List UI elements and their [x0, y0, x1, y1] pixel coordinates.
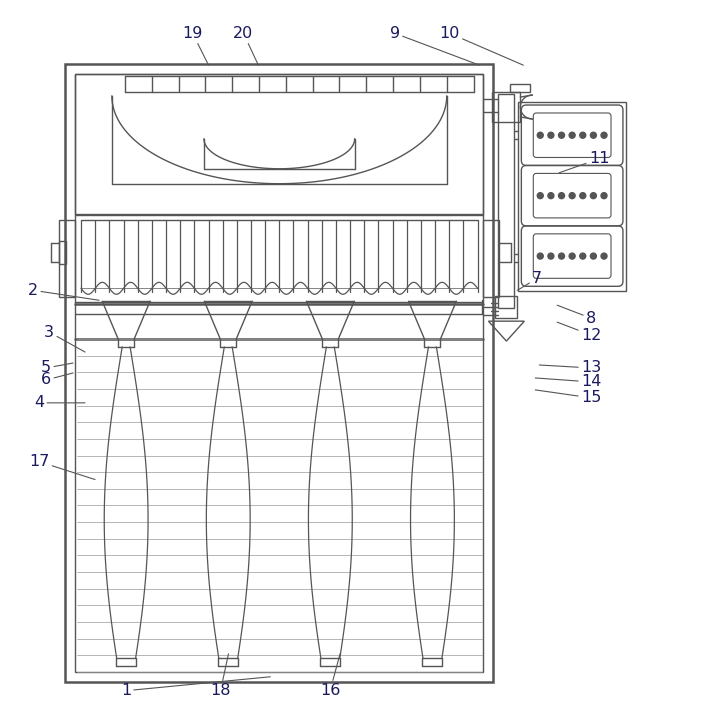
Text: 1: 1: [121, 677, 270, 698]
Circle shape: [580, 193, 586, 199]
Bar: [59, 241, 66, 264]
Text: 15: 15: [535, 390, 601, 405]
Text: 12: 12: [557, 323, 601, 343]
Circle shape: [580, 253, 586, 259]
Text: 4: 4: [34, 395, 85, 411]
Circle shape: [559, 253, 564, 259]
Bar: [496, 296, 518, 318]
Text: 8: 8: [557, 305, 596, 325]
Circle shape: [559, 193, 564, 199]
Bar: [65, 64, 493, 681]
Bar: [75, 74, 484, 213]
Text: 14: 14: [535, 374, 601, 389]
Text: 17: 17: [29, 454, 95, 480]
Bar: [75, 74, 484, 672]
Text: 16: 16: [320, 654, 340, 698]
Text: 19: 19: [182, 25, 208, 66]
Circle shape: [569, 253, 575, 259]
Bar: [59, 220, 75, 297]
Text: 13: 13: [540, 360, 601, 376]
Circle shape: [537, 132, 543, 138]
Circle shape: [601, 132, 607, 138]
Text: 10: 10: [440, 25, 523, 66]
Bar: [493, 92, 520, 122]
Circle shape: [548, 193, 554, 199]
Text: 2: 2: [28, 282, 99, 300]
Circle shape: [591, 193, 596, 199]
Bar: [518, 102, 626, 291]
Text: 9: 9: [390, 25, 479, 66]
Circle shape: [537, 253, 543, 259]
Circle shape: [559, 132, 564, 138]
Circle shape: [591, 132, 596, 138]
Text: 6: 6: [41, 373, 73, 387]
Bar: [484, 220, 499, 297]
Circle shape: [548, 132, 554, 138]
Circle shape: [580, 132, 586, 138]
Circle shape: [569, 132, 575, 138]
Text: 3: 3: [44, 325, 85, 352]
Text: 7: 7: [518, 271, 542, 290]
Bar: [510, 84, 530, 92]
Circle shape: [548, 253, 554, 259]
Circle shape: [569, 193, 575, 199]
Circle shape: [601, 253, 607, 259]
Text: 18: 18: [211, 654, 230, 698]
Text: 11: 11: [559, 151, 609, 173]
Text: 20: 20: [233, 25, 258, 66]
Text: 5: 5: [41, 360, 73, 376]
Circle shape: [537, 193, 543, 199]
Circle shape: [591, 253, 596, 259]
Bar: [498, 94, 514, 308]
Circle shape: [601, 193, 607, 199]
